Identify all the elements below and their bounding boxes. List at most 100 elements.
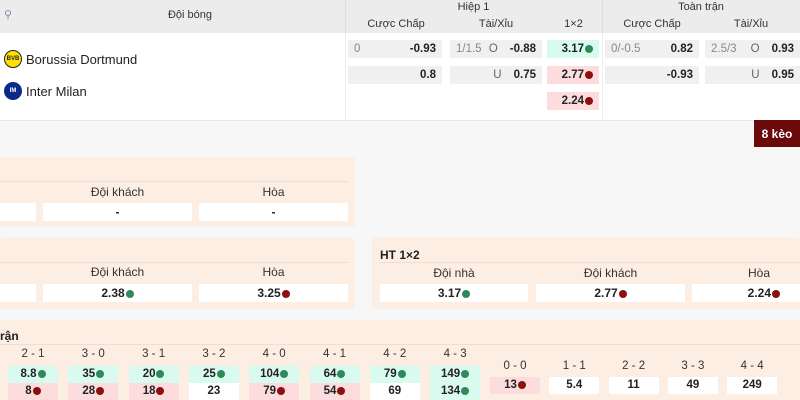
h1-under[interactable]: U 0.75 bbox=[450, 66, 542, 84]
draw-score-odd[interactable]: 249 bbox=[727, 377, 778, 394]
panel-ht-1x2: HT 1×2 Đội nhà Đội khách Hòa 3.17 2.77 2… bbox=[372, 238, 800, 309]
h1-1x2-draw[interactable]: 2.24 bbox=[547, 92, 599, 110]
line: 2.5/3 bbox=[711, 43, 737, 55]
trend-up-icon bbox=[37, 369, 46, 378]
half1-header: Hiệp 1 bbox=[457, 1, 490, 13]
odd: 3.17 bbox=[437, 286, 462, 300]
h1-handicap-home[interactable]: 0 -0.93 bbox=[348, 40, 442, 58]
trend-down-icon bbox=[585, 97, 593, 105]
more-odds-button[interactable]: 8 kèo bbox=[754, 120, 800, 147]
odd: 13 bbox=[504, 379, 517, 391]
trend-down-icon bbox=[772, 289, 780, 298]
draw-score-odd[interactable]: 11 bbox=[608, 377, 659, 394]
panel-title: rận bbox=[0, 329, 19, 343]
score-odd-home[interactable]: 20 bbox=[128, 366, 179, 383]
draw-score-odd[interactable]: 49 bbox=[667, 377, 718, 394]
trend-up-icon bbox=[337, 369, 346, 378]
trend-up-icon bbox=[280, 369, 289, 378]
score-odd-home[interactable]: 79 bbox=[369, 366, 420, 383]
odd: 69 bbox=[388, 385, 402, 397]
score-odd-away[interactable]: 69 bbox=[369, 383, 420, 400]
score-odd-away[interactable]: 28 bbox=[68, 383, 119, 400]
draw-label: Hòa bbox=[747, 266, 770, 280]
odd: 2.77 bbox=[594, 286, 618, 300]
score-odd-away[interactable]: 54 bbox=[309, 383, 360, 400]
side: U bbox=[751, 69, 760, 81]
score-odd-home[interactable]: 149 bbox=[430, 366, 481, 383]
trend-down-icon bbox=[156, 386, 165, 395]
h1-1x2-home[interactable]: 3.17 bbox=[547, 40, 599, 58]
h1-1x2-away[interactable]: 2.77 bbox=[547, 66, 599, 84]
score-odd-home[interactable]: 64 bbox=[309, 366, 360, 383]
away-label: Đội khách bbox=[583, 266, 638, 280]
trend-up-icon bbox=[125, 289, 134, 298]
odd: 3.17 bbox=[561, 43, 584, 55]
team-home[interactable]: BVB Borussia Dortmund bbox=[4, 50, 137, 68]
h1-over[interactable]: 1/1.5 O -0.88 bbox=[450, 40, 542, 58]
score-odd-away[interactable]: 8 bbox=[8, 383, 58, 400]
h1-handicap-away[interactable]: 0.8 bbox=[348, 66, 442, 84]
draw-score-odd[interactable]: 5.4 bbox=[549, 377, 600, 394]
trend-up-icon bbox=[585, 45, 593, 53]
line: 0/-0.5 bbox=[611, 43, 641, 55]
odd: 2.24 bbox=[561, 95, 584, 107]
score-odd-away[interactable]: 134 bbox=[430, 383, 481, 400]
side: O bbox=[750, 43, 760, 55]
odd: 104 bbox=[260, 368, 280, 380]
h1-handicap-header: Cược Chấp bbox=[367, 18, 425, 30]
draw-score-label: 3 - 3 bbox=[681, 360, 705, 372]
trend-up-icon bbox=[96, 369, 105, 378]
score-label: 4 - 0 bbox=[262, 348, 286, 360]
home-label: Đội nhà bbox=[433, 266, 475, 280]
trend-up-icon bbox=[156, 369, 165, 378]
odd: 54 bbox=[323, 385, 337, 397]
team-away[interactable]: IM Inter Milan bbox=[4, 82, 87, 100]
score-odd-away[interactable]: 79 bbox=[249, 383, 300, 400]
ft-under[interactable]: U 0.95 bbox=[705, 66, 800, 84]
ft-handicap-away[interactable]: -0.93 bbox=[605, 66, 699, 84]
score-odd-away[interactable]: 23 bbox=[188, 383, 239, 400]
score-odd-home[interactable]: 35 bbox=[68, 366, 119, 383]
h1-ou-header: Tài/Xỉu bbox=[478, 18, 514, 30]
odd: 0.95 bbox=[771, 69, 794, 81]
trend-down-icon bbox=[96, 386, 105, 395]
draw-score-label: 4 - 4 bbox=[740, 360, 764, 372]
odd: 28 bbox=[82, 385, 96, 397]
draw-score-odd[interactable]: 13 bbox=[490, 377, 540, 394]
draw-odd[interactable]: - bbox=[199, 203, 348, 221]
trend-down-icon bbox=[337, 386, 346, 395]
trend-up-icon bbox=[397, 369, 406, 378]
odd: 2.38 bbox=[101, 286, 125, 300]
score-odd-away[interactable]: 18 bbox=[128, 383, 179, 400]
odd: 8 bbox=[25, 385, 32, 397]
away-odd[interactable]: 2.77 bbox=[536, 284, 685, 302]
odd: 64 bbox=[323, 368, 337, 380]
score-label: 4 - 3 bbox=[443, 348, 467, 360]
draw-label: Hòa bbox=[262, 265, 285, 279]
home-odd[interactable] bbox=[0, 203, 36, 221]
odd: 2.77 bbox=[561, 69, 584, 81]
draw-odd[interactable]: 2.24 bbox=[692, 284, 800, 302]
odd: -0.93 bbox=[409, 43, 436, 55]
match-row: BVB Borussia Dortmund IM Inter Milan 0 -0.9… bbox=[0, 33, 800, 121]
odd: 149 bbox=[441, 368, 461, 380]
score-odd-home[interactable]: 25 bbox=[188, 366, 239, 383]
team-column-header: Đội bóng bbox=[167, 9, 213, 21]
home-odd[interactable]: 3.17 bbox=[380, 284, 528, 302]
odd: 35 bbox=[82, 368, 96, 380]
score-odd-home[interactable]: 8.8 bbox=[8, 366, 58, 383]
draw-odd[interactable]: 3.25 bbox=[199, 284, 348, 302]
ft-over[interactable]: 2.5/3 O 0.93 bbox=[705, 40, 800, 58]
score-odd-home[interactable]: 104 bbox=[249, 366, 300, 383]
away-odd[interactable]: 2.38 bbox=[43, 284, 192, 302]
odd: 18 bbox=[142, 385, 156, 397]
inter-logo: IM bbox=[4, 82, 22, 100]
ft-handicap-home[interactable]: 0/-0.5 0.82 bbox=[605, 40, 699, 58]
home-odd[interactable] bbox=[0, 284, 36, 302]
odd: 8.8 bbox=[20, 368, 37, 380]
panel-1x2: Đội khách Hòa 2.38 3.25 bbox=[0, 238, 355, 309]
score-label: 2 - 1 bbox=[21, 348, 45, 360]
team-name: Inter Milan bbox=[26, 83, 87, 99]
panel-1: Đội khách Hòa - - bbox=[0, 157, 355, 227]
away-odd[interactable]: - bbox=[43, 203, 192, 221]
